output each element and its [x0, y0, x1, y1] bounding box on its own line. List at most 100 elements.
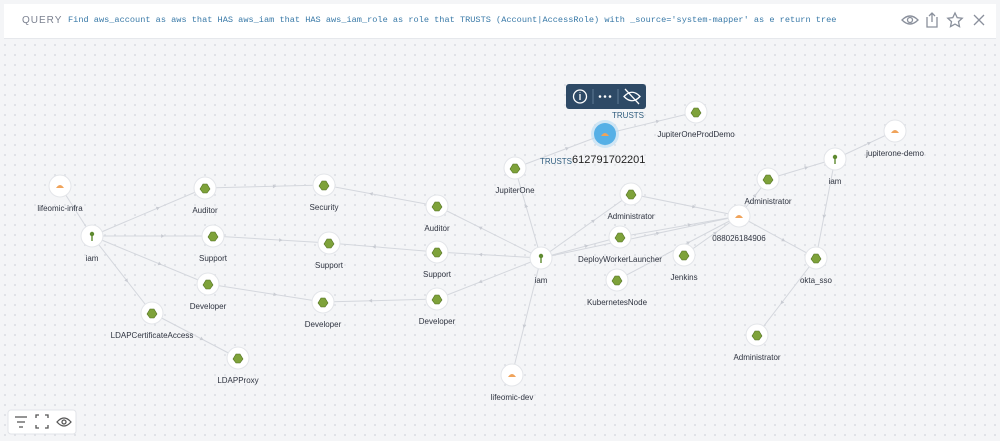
node-icon — [431, 247, 443, 258]
edge-arrow — [591, 219, 595, 224]
graph-node[interactable]: Administrator — [607, 182, 655, 221]
graph-node[interactable]: Administrator — [733, 323, 781, 362]
node-icon — [199, 183, 211, 194]
node-icon — [317, 297, 329, 308]
edge — [436, 205, 542, 259]
node-label: Jenkins — [670, 273, 697, 282]
node-label: okta_sso — [800, 276, 833, 285]
graph-node[interactable]: 088026184906 — [712, 204, 766, 243]
query-text[interactable]: Find aws_account as aws that HAS aws_iam… — [68, 15, 837, 25]
edge — [204, 184, 325, 189]
graph-node[interactable]: Developer — [419, 287, 456, 326]
graph-node[interactable]: Auditor — [192, 176, 218, 215]
edge-arrow — [686, 241, 691, 245]
graph-node[interactable]: Administrator — [744, 167, 792, 206]
edge-arrow — [691, 204, 696, 209]
node-label: jupiterone-demo — [865, 149, 924, 158]
node-icon — [146, 308, 158, 319]
edge-arrow — [780, 300, 785, 305]
node-icon — [232, 353, 244, 364]
header-icons — [901, 11, 985, 28]
edge-arrow — [273, 292, 277, 297]
star-icon[interactable] — [946, 11, 964, 28]
node-label: Developer — [305, 320, 342, 329]
edge-label: TRUSTS — [540, 157, 572, 166]
hide-button[interactable] — [623, 88, 641, 105]
graph-node[interactable]: lifeomic-infra — [37, 174, 83, 213]
graph-node[interactable]: JupiterOne — [495, 156, 535, 195]
node-label: Developer — [190, 302, 227, 311]
node-label: Administrator — [607, 212, 654, 221]
close-icon[interactable] — [973, 14, 985, 26]
edge — [815, 158, 836, 259]
query-bar: QUERY Find aws_account as aws that HAS a… — [4, 4, 996, 39]
node-icon — [318, 180, 330, 191]
node-icon — [678, 250, 690, 261]
visibility-button[interactable] — [56, 417, 72, 427]
graph-node[interactable]: DeployWorkerLauncher — [578, 225, 662, 264]
share-icon[interactable] — [926, 12, 938, 28]
node-label: iam — [535, 276, 548, 285]
view-icon[interactable] — [901, 15, 919, 25]
graph-node[interactable]: Support — [315, 231, 344, 270]
graph-node[interactable]: jupiterone-demo — [865, 119, 924, 158]
fit-button[interactable] — [35, 414, 49, 429]
edge — [767, 158, 836, 180]
graph-node[interactable]: LDAPProxy — [217, 346, 259, 385]
edge-arrow — [124, 278, 128, 283]
edge-arrow — [478, 252, 483, 257]
graph-node[interactable]: lifeomic-dev — [491, 363, 534, 402]
edge-label: TRUSTS — [612, 111, 644, 120]
graph-node[interactable]: LDAPCertificateAccess — [111, 301, 194, 340]
node-label: Support — [423, 270, 452, 279]
edge — [207, 283, 324, 303]
edge-arrow — [752, 193, 757, 198]
filter-button[interactable] — [15, 416, 27, 428]
edge-arrow — [713, 231, 717, 236]
graph-node[interactable]: JupiterOneProdDemo — [657, 100, 735, 139]
node-icon — [762, 174, 774, 185]
graph-node[interactable]: iam — [823, 147, 847, 186]
node-label: Developer — [419, 317, 456, 326]
graph-node[interactable]: Developer — [305, 290, 342, 329]
graph-node[interactable]: Auditor — [424, 194, 450, 233]
edge — [514, 133, 606, 169]
edge — [604, 111, 697, 135]
edge-arrow — [478, 279, 483, 284]
edge-arrow — [655, 119, 660, 124]
node-label: DeployWorkerLauncher — [578, 255, 662, 264]
node-label: lifeomic-dev — [491, 393, 534, 402]
graph-node[interactable]: Support — [199, 224, 228, 263]
node-label: Auditor — [424, 224, 450, 233]
edge-arrow — [804, 166, 809, 170]
info-button[interactable] — [572, 89, 588, 104]
edge-arrow — [72, 206, 77, 210]
node-icon — [614, 232, 626, 243]
more-button[interactable] — [598, 95, 612, 98]
graph-node[interactable]: iam — [80, 224, 104, 263]
edge — [436, 257, 542, 300]
graph-node[interactable]: 612791702201 — [572, 120, 645, 166]
node-label: Administrator — [744, 197, 791, 206]
graph-node[interactable]: Jenkins — [670, 243, 698, 282]
node-label: 088026184906 — [712, 234, 766, 243]
node-icon — [810, 253, 822, 264]
graph-node[interactable]: okta_sso — [800, 246, 833, 285]
graph-node[interactable]: Support — [423, 240, 452, 279]
node-label: JupiterOne — [495, 186, 535, 195]
graph-node[interactable]: Security — [310, 173, 339, 212]
node-label: Administrator — [733, 353, 780, 362]
edge — [91, 235, 153, 314]
graph-node[interactable]: iam — [529, 246, 553, 285]
graph-node[interactable]: Developer — [190, 272, 227, 311]
node-icon — [509, 163, 521, 174]
edge — [322, 298, 438, 303]
node-icon — [56, 185, 64, 188]
edge — [328, 242, 438, 253]
node-icon — [323, 238, 335, 249]
node-icon — [431, 294, 443, 305]
node-label: LDAPCertificateAccess — [111, 331, 194, 340]
graph-node[interactable]: KubernetesNode — [587, 268, 648, 307]
